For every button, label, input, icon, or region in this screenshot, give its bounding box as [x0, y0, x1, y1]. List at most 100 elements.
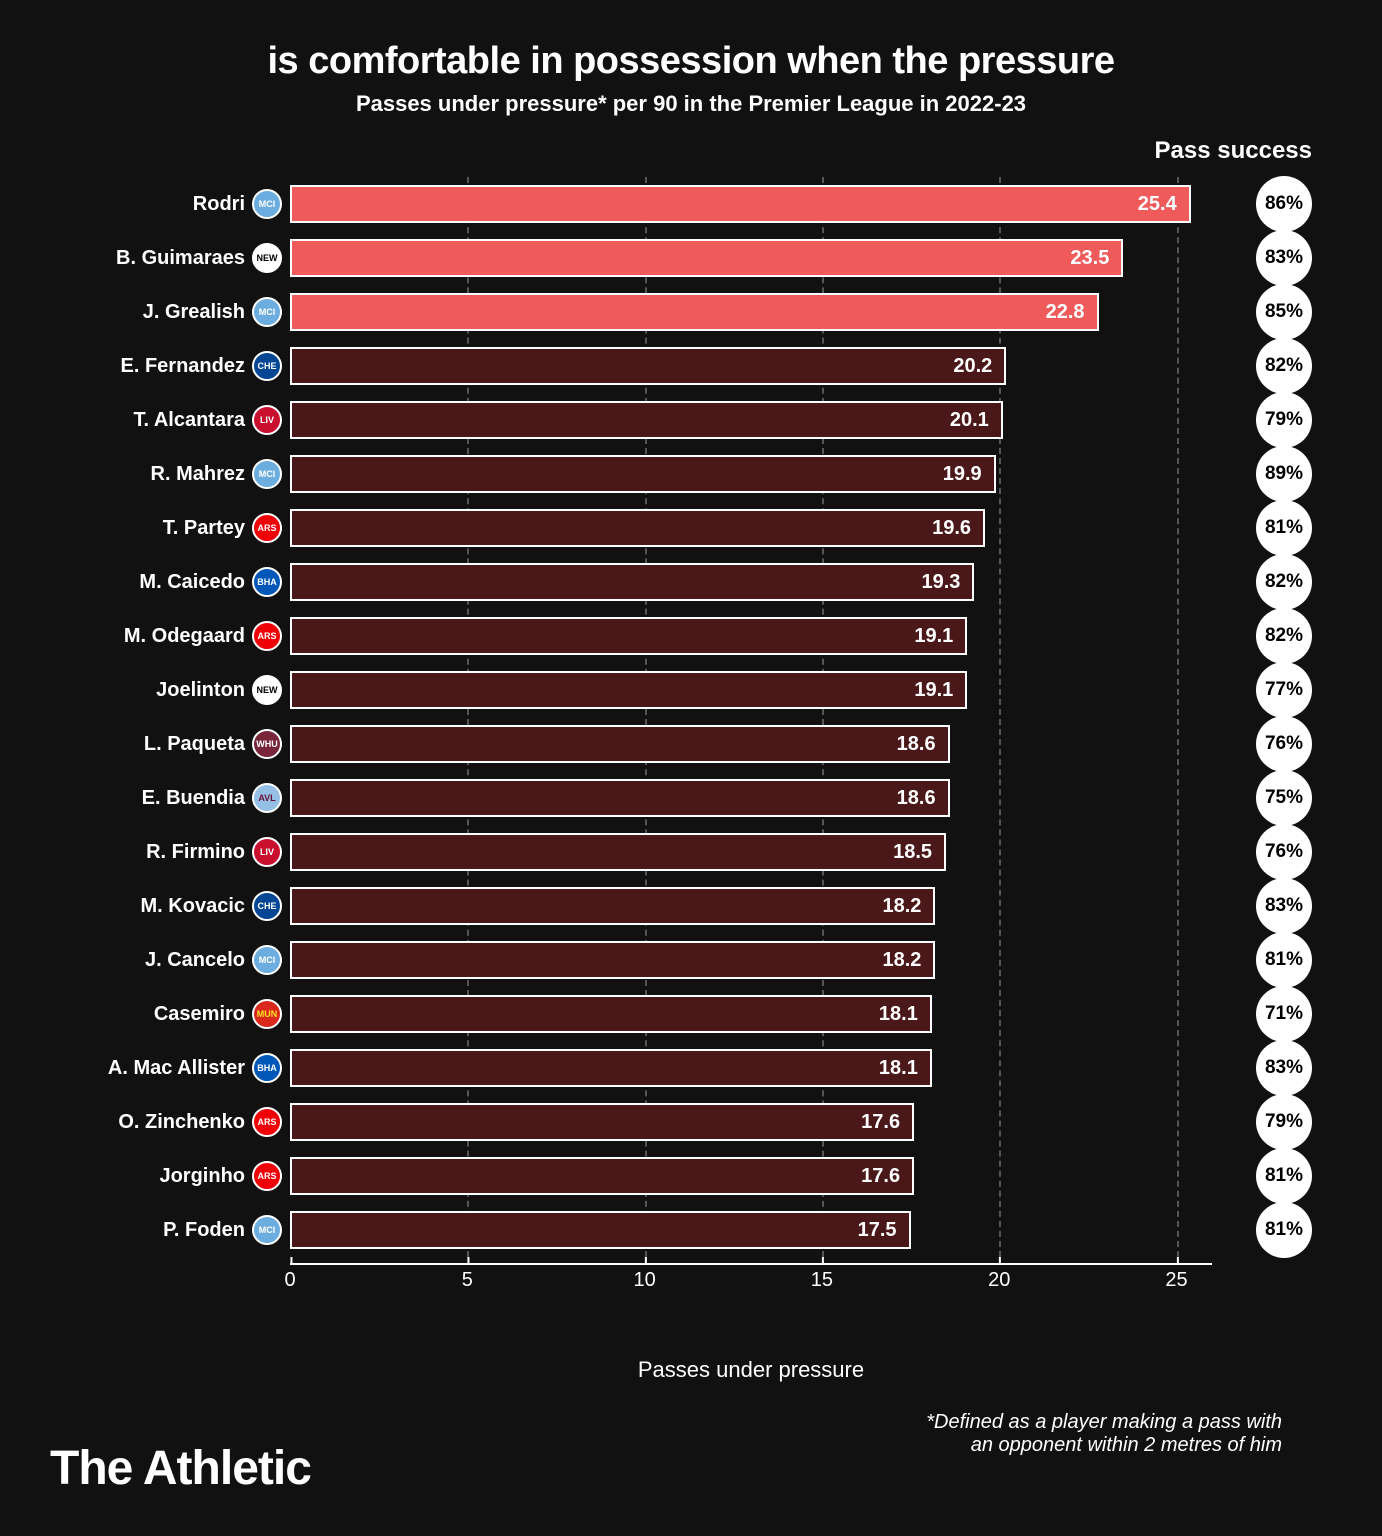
- bar: 18.1: [290, 995, 932, 1033]
- pass-success-badge: 76%: [1256, 824, 1312, 880]
- bar-track: 18.6: [290, 779, 1212, 817]
- player-row: B. GuimaraesNEW23.583%: [290, 231, 1212, 285]
- team-crest-icon: NEW: [252, 675, 282, 705]
- pass-success-badge: 81%: [1256, 932, 1312, 988]
- bar: 25.4: [290, 185, 1191, 223]
- player-name: P. Foden: [60, 1219, 245, 1242]
- team-crest-icon: LIV: [252, 405, 282, 435]
- bar-track: 22.8: [290, 293, 1212, 331]
- player-row: JorginhoARS17.681%: [290, 1149, 1212, 1203]
- player-row: R. MahrezMCI19.989%: [290, 447, 1212, 501]
- player-name: T. Partey: [60, 517, 245, 540]
- player-name: Jorginho: [60, 1165, 245, 1188]
- bar: 20.2: [290, 347, 1006, 385]
- bar: 17.5: [290, 1211, 911, 1249]
- team-crest-icon: ARS: [252, 1107, 282, 1137]
- bar-track: 17.6: [290, 1157, 1212, 1195]
- player-name: M. Kovacic: [60, 895, 245, 918]
- player-row: T. AlcantaraLIV20.179%: [290, 393, 1212, 447]
- pass-success-badge: 83%: [1256, 878, 1312, 934]
- bar: 19.1: [290, 617, 967, 655]
- bar: 18.2: [290, 887, 935, 925]
- bar-track: 18.2: [290, 941, 1212, 979]
- player-name: R. Mahrez: [60, 463, 245, 486]
- bar-track: 18.1: [290, 995, 1212, 1033]
- bar: 17.6: [290, 1103, 914, 1141]
- player-row: M. KovacicCHE18.283%: [290, 879, 1212, 933]
- pass-success-badge: 77%: [1256, 662, 1312, 718]
- team-crest-icon: MUN: [252, 999, 282, 1029]
- x-tick: 10: [633, 1269, 655, 1292]
- player-row: L. PaquetaWHU18.676%: [290, 717, 1212, 771]
- pass-success-badge: 86%: [1256, 176, 1312, 232]
- player-row: T. ParteyARS19.681%: [290, 501, 1212, 555]
- team-crest-icon: AVL: [252, 783, 282, 813]
- x-tick: 0: [284, 1269, 295, 1292]
- team-crest-icon: MCI: [252, 189, 282, 219]
- pass-success-badge: 89%: [1256, 446, 1312, 502]
- bar: 20.1: [290, 401, 1003, 439]
- bar-track: 19.6: [290, 509, 1212, 547]
- pass-success-badge: 81%: [1256, 500, 1312, 556]
- pass-success-badge: 75%: [1256, 770, 1312, 826]
- pass-success-badge: 71%: [1256, 986, 1312, 1042]
- bar-track: 20.1: [290, 401, 1212, 439]
- team-crest-icon: ARS: [252, 1161, 282, 1191]
- player-row: CasemiroMUN18.171%: [290, 987, 1212, 1041]
- bar: 18.6: [290, 779, 950, 817]
- bar-track: 19.9: [290, 455, 1212, 493]
- bar-track: 18.5: [290, 833, 1212, 871]
- bar-track: 19.1: [290, 671, 1212, 709]
- player-name: J. Cancelo: [60, 949, 245, 972]
- team-crest-icon: BHA: [252, 567, 282, 597]
- player-name: B. Guimaraes: [60, 247, 245, 270]
- chart-wrapper: Pass success RodriMCI25.486%B. Guimaraes…: [60, 147, 1322, 1383]
- x-axis: 0510152025: [290, 1269, 1212, 1309]
- player-row: RodriMCI25.486%: [290, 177, 1212, 231]
- team-crest-icon: LIV: [252, 837, 282, 867]
- player-row: A. Mac AllisterBHA18.183%: [290, 1041, 1212, 1095]
- pass-success-badge: 83%: [1256, 1040, 1312, 1096]
- pass-success-badge: 82%: [1256, 608, 1312, 664]
- bar: 17.6: [290, 1157, 914, 1195]
- player-row: P. FodenMCI17.581%: [290, 1203, 1212, 1257]
- x-tick: 25: [1165, 1269, 1187, 1292]
- bar: 19.9: [290, 455, 996, 493]
- team-crest-icon: BHA: [252, 1053, 282, 1083]
- bar-track: 19.1: [290, 617, 1212, 655]
- player-name: O. Zinchenko: [60, 1111, 245, 1134]
- player-name: M. Odegaard: [60, 625, 245, 648]
- x-tick: 15: [811, 1269, 833, 1292]
- player-name: R. Firmino: [60, 841, 245, 864]
- pass-success-badge: 81%: [1256, 1202, 1312, 1258]
- player-row: J. CanceloMCI18.281%: [290, 933, 1212, 987]
- bar-track: 17.6: [290, 1103, 1212, 1141]
- pass-success-badge: 76%: [1256, 716, 1312, 772]
- bar: 18.6: [290, 725, 950, 763]
- bar-track: 18.6: [290, 725, 1212, 763]
- pass-success-badge: 79%: [1256, 392, 1312, 448]
- player-row: R. FirminoLIV18.576%: [290, 825, 1212, 879]
- team-crest-icon: ARS: [252, 513, 282, 543]
- bar: 23.5: [290, 239, 1123, 277]
- bar: 18.5: [290, 833, 946, 871]
- bar-track: 25.4: [290, 185, 1212, 223]
- player-name: Joelinton: [60, 679, 245, 702]
- bar-track: 20.2: [290, 347, 1212, 385]
- chart-title: is comfortable in possession when the pr…: [60, 40, 1322, 83]
- footnote-line2: an opponent within 2 metres of him: [971, 1434, 1282, 1456]
- pass-success-badge: 82%: [1256, 554, 1312, 610]
- footnote-line1: *Defined as a player making a pass with: [926, 1411, 1282, 1433]
- team-crest-icon: CHE: [252, 351, 282, 381]
- bar-track: 18.1: [290, 1049, 1212, 1087]
- pass-success-badge: 83%: [1256, 230, 1312, 286]
- player-row: E. FernandezCHE20.282%: [290, 339, 1212, 393]
- x-axis-line: [290, 1263, 1212, 1265]
- x-tick: 20: [988, 1269, 1010, 1292]
- player-row: M. CaicedoBHA19.382%: [290, 555, 1212, 609]
- chart-area: RodriMCI25.486%B. GuimaraesNEW23.583% J. …: [290, 147, 1212, 1383]
- team-crest-icon: MCI: [252, 1215, 282, 1245]
- bar-rows: RodriMCI25.486%B. GuimaraesNEW23.583% J. …: [290, 177, 1212, 1257]
- player-row: O. ZinchenkoARS17.679%: [290, 1095, 1212, 1149]
- player-name: A. Mac Allister: [60, 1057, 245, 1080]
